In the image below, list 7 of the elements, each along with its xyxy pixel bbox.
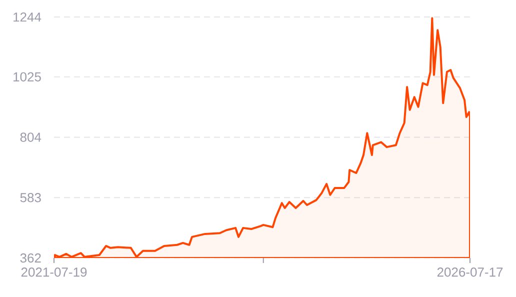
x-tick-label: 2026-07-17: [437, 268, 503, 277]
y-tick-label: 583: [20, 193, 41, 202]
y-tick-label: 804: [20, 132, 42, 142]
x-tick-label: 2021-07-19: [21, 268, 87, 277]
y-tick-label: 362: [20, 253, 41, 263]
y-tick-label: 1244: [14, 12, 42, 22]
y-tick-label: 1025: [14, 72, 41, 82]
